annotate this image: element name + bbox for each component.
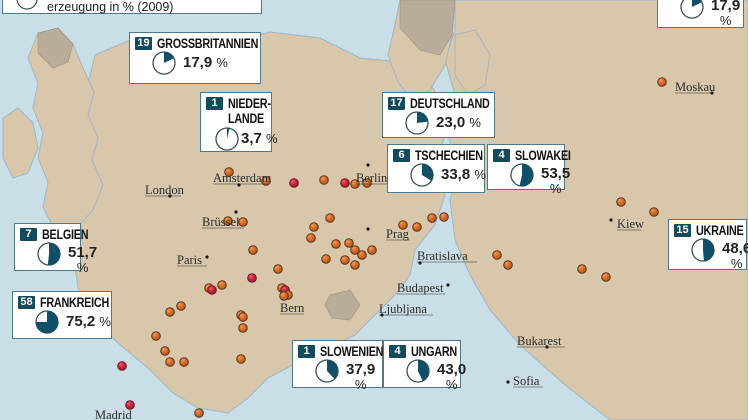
svg-text:Budapest: Budapest <box>397 281 444 295</box>
svg-text:Paris: Paris <box>177 253 202 267</box>
svg-text:Ljubljana: Ljubljana <box>379 302 427 316</box>
svg-text:Sofia: Sofia <box>513 374 540 388</box>
svg-text:London: London <box>145 183 185 197</box>
svg-text:Kiew: Kiew <box>617 217 644 231</box>
svg-text:Bratislava: Bratislava <box>417 249 468 263</box>
svg-text:Berlin: Berlin <box>356 171 388 185</box>
svg-text:Brüssel: Brüssel <box>202 215 240 229</box>
svg-text:Moskau: Moskau <box>675 80 716 94</box>
svg-text:Amsterdam: Amsterdam <box>213 171 272 185</box>
svg-text:Prag: Prag <box>386 227 410 241</box>
svg-text:Bern: Bern <box>280 301 305 315</box>
svg-text:Madrid: Madrid <box>95 408 133 420</box>
svg-text:Bukarest: Bukarest <box>517 334 562 348</box>
